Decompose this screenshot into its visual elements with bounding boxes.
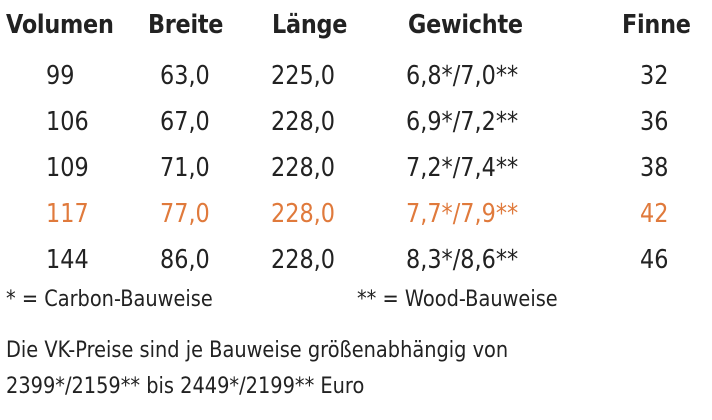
cell-laenge: 228,0 [271,199,336,229]
header-breite: Breite [148,10,224,40]
cell-breite: 63,0 [160,61,210,91]
header-laenge: Länge [272,10,348,40]
cell-laenge: 228,0 [271,153,336,183]
cell-finne: 32 [640,61,669,91]
cell-finne: 36 [640,107,669,137]
cell-gewichte: 7,7*/7,9** [406,199,519,229]
cell-gewichte: 7,2*/7,4** [406,153,519,183]
price-note-line1: Die VK-Preise sind je Bauweise größenabh… [6,338,509,363]
cell-finne: 38 [640,153,669,183]
cell-gewichte: 8,3*/8,6** [406,245,519,275]
cell-breite: 77,0 [160,199,210,229]
cell-finne: 46 [640,245,669,275]
cell-volumen: 106 [46,107,89,137]
header-gewichte: Gewichte [408,10,523,40]
cell-breite: 67,0 [160,107,210,137]
table-row: 106 67,0 228,0 6,9*/7,2** 36 [0,99,712,145]
cell-laenge: 225,0 [271,61,336,91]
cell-volumen: 99 [46,61,75,91]
cell-volumen: 117 [46,199,89,229]
cell-laenge: 228,0 [271,245,336,275]
cell-volumen: 144 [46,245,89,275]
cell-gewichte: 6,8*/7,0** [406,61,519,91]
header-finne: Finne [622,10,691,40]
table-row: 109 71,0 228,0 7,2*/7,4** 38 [0,145,712,191]
cell-breite: 71,0 [160,153,210,183]
header-volumen: Volumen [6,10,114,40]
cell-finne: 42 [640,199,669,229]
price-note-line2: 2399*/2159** bis 2449*/2199** Euro [6,374,365,399]
legend-carbon: * = Carbon-Bauweise [6,287,213,312]
table-header-row: Volumen Breite Länge Gewichte Finne [0,2,712,48]
cell-laenge: 228,0 [271,107,336,137]
table-row: 99 63,0 225,0 6,8*/7,0** 32 [0,53,712,99]
cell-volumen: 109 [46,153,89,183]
legend-wood: ** = Wood-Bauweise [357,287,558,312]
cell-breite: 86,0 [160,245,210,275]
cell-gewichte: 6,9*/7,2** [406,107,519,137]
table-row-highlighted: 117 77,0 228,0 7,7*/7,9** 42 [0,191,712,237]
table-row: 144 86,0 228,0 8,3*/8,6** 46 [0,237,712,283]
